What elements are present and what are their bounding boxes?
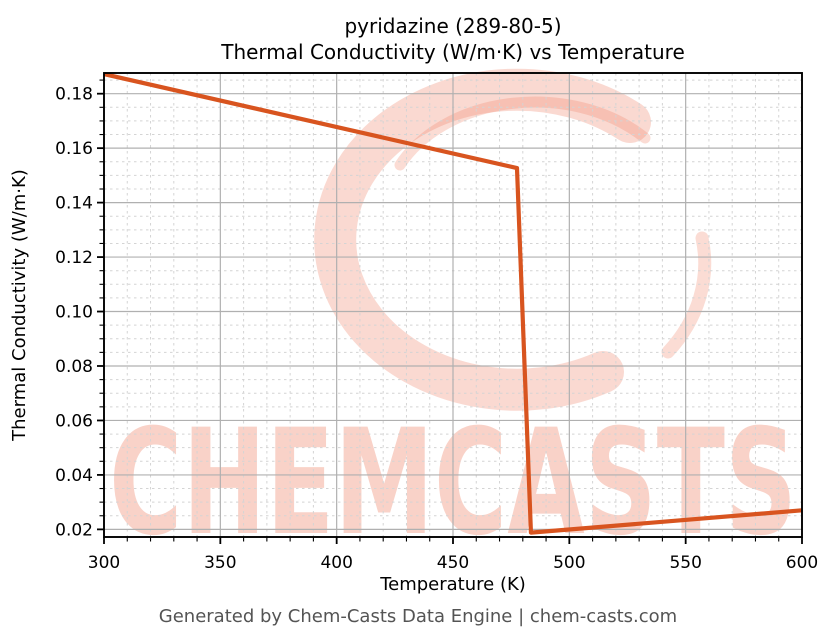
y-tick-label: 0.12: [55, 248, 93, 268]
y-tick-label: 0.04: [55, 466, 93, 486]
x-tick-label: 500: [553, 553, 585, 573]
chemcasts-c-inner-swirl-icon: [394, 96, 651, 171]
footer-credit: Generated by Chem-Casts Data Engine | ch…: [158, 606, 678, 627]
data-series-layer: [103, 72, 803, 535]
y-tick-label: 0.08: [55, 357, 93, 377]
x-tick-label: 300: [88, 553, 120, 573]
x-tick-label: 400: [320, 553, 352, 573]
x-axis-label: Temperature (K): [380, 574, 526, 595]
x-tick-label: 450: [437, 553, 469, 573]
y-tick-label: 0.06: [55, 411, 93, 431]
y-tick-label: 0.14: [55, 194, 93, 214]
major-gridlines: [104, 73, 802, 537]
y-tick-label: 0.02: [55, 520, 93, 540]
chart-title-line1: pyridazine (289-80-5): [344, 14, 562, 38]
chart-title-line2: Thermal Conductivity (W/m·K) vs Temperat…: [221, 40, 685, 64]
x-tick-label: 550: [669, 553, 701, 573]
x-tick-label: 350: [204, 553, 236, 573]
y-tick-label: 0.16: [55, 139, 93, 159]
y-axis-label: Thermal Conductivity (W/m·K): [9, 169, 30, 441]
chemcasts-c-brush-logo: [314, 68, 651, 411]
tick-labels: 300 350 400 450 500 550 600 0.02 0.04 0.06 0.08 0.1…: [55, 85, 818, 573]
y-tick-label: 0.18: [55, 85, 93, 105]
chemcasts-c-right-swirl-icon: [661, 231, 712, 359]
tick-marks: [97, 79, 803, 544]
chart-title: pyridazine (289-80-5) Thermal Conductivi…: [104, 13, 802, 65]
x-tick-label: 600: [786, 553, 818, 573]
series-line-thermal-conductivity: [103, 72, 803, 535]
y-tick-label: 0.10: [55, 303, 93, 323]
